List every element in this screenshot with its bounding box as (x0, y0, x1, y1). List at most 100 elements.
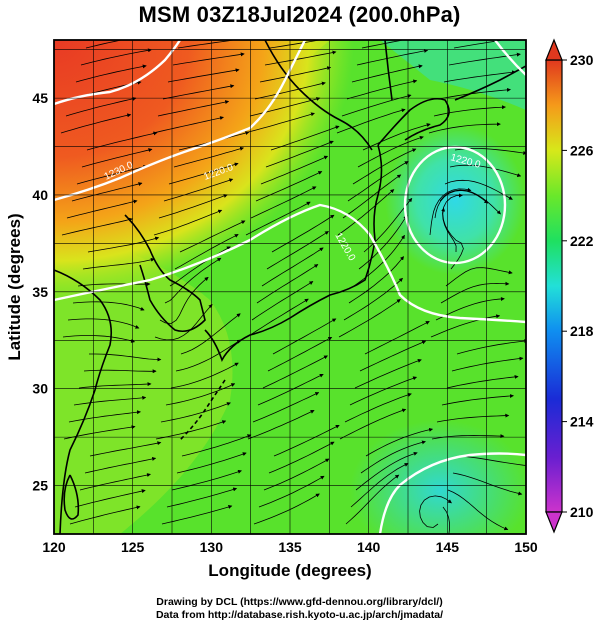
colorbar-ramp (545, 59, 563, 513)
streamline (87, 236, 160, 253)
map-title: MSM 03Z18Jul2024 (200.0hPa) (138, 2, 461, 27)
streamline (436, 413, 510, 423)
streamline (262, 355, 328, 389)
streamline (162, 84, 235, 100)
streamline (66, 199, 138, 219)
streamline (441, 207, 464, 270)
streamline (429, 187, 472, 236)
colorbar-ticks: 230 226 222 218 214 210 (562, 52, 594, 520)
streamline (176, 452, 247, 474)
x-tick-label: 125 (121, 539, 145, 555)
streamline (170, 362, 239, 389)
streamline (172, 52, 245, 66)
streamline (171, 469, 242, 491)
streamline (336, 108, 406, 134)
streamline (179, 220, 246, 253)
streamline (441, 393, 514, 406)
streamline (65, 96, 137, 117)
streamline (168, 162, 239, 185)
streamline (249, 97, 321, 117)
grid-lines (53, 40, 527, 534)
streamline (355, 451, 418, 491)
streamline (252, 392, 320, 423)
streamline (359, 340, 427, 372)
streamline (68, 410, 141, 423)
streamline (352, 148, 417, 185)
streamline (62, 335, 136, 343)
streamline (453, 40, 506, 49)
streamline (362, 123, 431, 151)
streamline (337, 189, 395, 236)
streamline (77, 282, 151, 287)
streamline (84, 457, 157, 474)
y-tick-label: 35 (32, 284, 48, 300)
streamline (244, 112, 315, 134)
streamline (71, 182, 143, 202)
streamline (85, 40, 124, 49)
streamline (259, 66, 332, 83)
x-tick-label: 130 (200, 539, 224, 555)
colorbar-label: 230 (570, 52, 594, 68)
streamline (89, 353, 162, 362)
streamline (164, 257, 222, 304)
streamline (78, 382, 152, 389)
streamline (354, 358, 422, 389)
streamline (74, 489, 146, 508)
streamline (247, 410, 315, 440)
streamline (273, 424, 340, 457)
streamline (346, 79, 418, 100)
streamline (440, 281, 510, 304)
streamline (267, 336, 333, 372)
streamline (257, 373, 324, 406)
streamline (343, 277, 403, 321)
x-tick-label: 140 (357, 539, 381, 555)
streamlines (60, 40, 526, 534)
streamline (166, 487, 238, 508)
streamline (67, 318, 140, 329)
streamline (258, 475, 325, 508)
streamline (264, 50, 337, 66)
streamline (75, 64, 147, 83)
streamline (364, 321, 430, 355)
streamline (342, 174, 402, 219)
streamline (348, 256, 405, 304)
streamline (430, 314, 501, 338)
streamline (271, 214, 335, 253)
streamline (428, 122, 501, 134)
streamline (338, 299, 401, 338)
streamline (272, 318, 337, 355)
streamline (361, 40, 406, 49)
streamline (161, 505, 233, 525)
x-tick-label: 150 (514, 539, 538, 555)
streamline (350, 463, 409, 508)
streamline (246, 298, 309, 338)
colorbar-label: 226 (570, 142, 594, 158)
streamline (83, 369, 157, 374)
streamline (79, 473, 151, 491)
streamline (345, 474, 400, 525)
colorbar-max-arrow (545, 38, 563, 61)
streamline (253, 493, 320, 525)
streamline (159, 276, 209, 324)
x-tick-label: 120 (42, 539, 66, 555)
streamline (439, 189, 501, 215)
streamline (457, 455, 526, 468)
colorbar: 230 226 222 218 214 210 (545, 38, 594, 534)
colorbar-label: 222 (570, 233, 594, 249)
streamline (419, 495, 452, 528)
streamline (433, 105, 506, 117)
x-tick-label: 145 (436, 539, 460, 555)
streamline (173, 146, 245, 168)
streamline (260, 155, 329, 185)
colorbar-label: 218 (570, 323, 594, 339)
streamline (266, 231, 329, 270)
streamline (80, 48, 152, 66)
streamline (89, 441, 162, 457)
field-layer (54, 40, 526, 534)
streamline (69, 505, 141, 525)
streamline (265, 140, 334, 168)
streamline (163, 178, 234, 202)
streamline (438, 87, 511, 100)
streamline (73, 395, 147, 406)
